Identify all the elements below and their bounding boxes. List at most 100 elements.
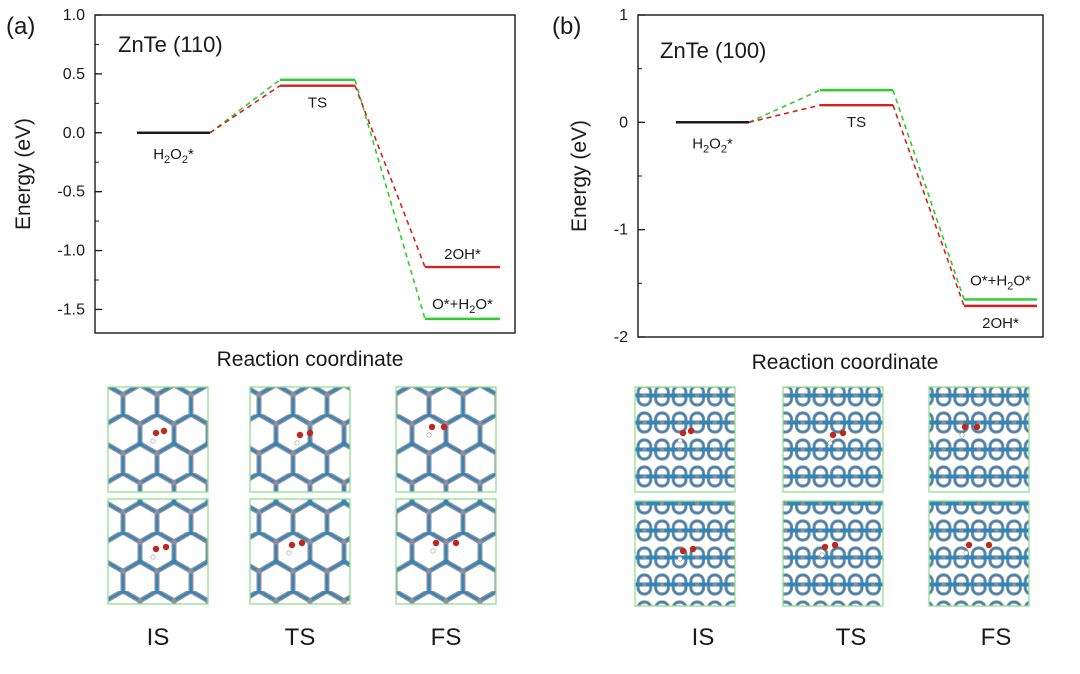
oxygen-atom [679,547,687,555]
hydrogen-atom [150,554,156,560]
hydrogen-atom [677,556,683,562]
y-tick-label: 0 [619,114,628,131]
connector-line [748,89,821,124]
oxygen-atom [831,541,839,549]
oxygen-atom [440,423,448,431]
panel-title: ZnTe (100) [660,38,766,63]
y-tick-label: 1 [619,7,628,24]
lattice-image [395,498,497,605]
snapshot-ts-row1 [782,386,884,493]
oxygen-atom [152,545,160,553]
hydrogen-atom [286,550,292,556]
lattice-image [782,386,884,493]
hydrogen-atom [677,438,683,444]
connector-line [748,104,821,124]
level-label-fs-red: 2OH* [982,315,1019,332]
oxygen-atom [821,543,829,551]
connector-line [354,85,426,268]
oxygen-atom [432,539,440,547]
snapshot-fs-row1 [928,386,1030,493]
x-axis-label: Reaction coordinate [752,351,939,374]
hydrogen-atom [426,432,432,438]
oxygen-atom [679,429,687,437]
y-axis-label: Energy (eV) [568,120,591,232]
oxygen-atom [288,541,296,549]
oxygen-atom [296,431,304,439]
panel-title: ZnTe (110) [118,32,223,57]
y-tick-label: -0.5 [57,184,85,201]
snapshot-fs-row2 [928,500,1030,607]
panel-b: (b) 1 0 -1 -2 Energy (eV) Reaction coordinate Z… [552,7,1044,651]
oxygen-atom [152,429,160,437]
oxygen-atom [839,429,847,437]
y-tick-label: -2 [614,329,628,346]
series-red [137,84,500,269]
series-green [137,78,500,321]
oxygen-atom [687,427,695,435]
y-tick-label: 0.0 [63,125,85,142]
hydrogen-atom [430,548,436,554]
oxygen-atom [961,423,969,431]
hydrogen-atom [959,432,965,438]
oxygen-atom [160,427,168,435]
oxygen-atom [689,545,697,553]
snapshot-ts-row2 [249,498,351,605]
oxygen-atom [428,423,436,431]
x-axis-label: Reaction coordinate [217,348,404,371]
hydrogen-atom [819,552,825,558]
state-label-is: IS [692,624,715,651]
snapshot-is-row1 [107,386,209,493]
lattice-image [634,386,736,493]
hydrogen-atom [827,440,833,446]
state-label-fs: FS [431,624,462,651]
lattice-image [782,500,884,607]
level-label-fs-green: O*+H2O* [970,272,1031,292]
level-label-fs-red: 2OH* [444,246,481,263]
snapshot-fs-row1 [395,386,497,493]
snapshot-ts-row2 [782,500,884,607]
lattice-image [249,386,351,493]
oxygen-atom [452,539,460,547]
y-tick-label: -1 [614,222,628,239]
snapshot-is-row2 [634,500,736,607]
lattice-image [249,498,351,605]
state-label-is: IS [147,624,170,651]
oxygen-atom [973,423,981,431]
connector-line [209,85,281,134]
connector-line [892,89,965,300]
panel-letter: (a) [6,13,35,40]
connector-line [354,79,426,320]
y-tick-label: 1.0 [63,7,85,24]
level-label-is: H2O2* [153,146,194,166]
snapshot-ts-row1 [249,386,351,493]
y-tick-label: -1.5 [57,301,85,318]
lattice-image [928,500,1030,607]
level-label-ts: TS [308,95,327,112]
lattice-image [107,386,209,493]
level-label-ts: TS [847,114,866,131]
y-axis-label: Energy (eV) [12,118,35,230]
panel-a: (a) 1.0 0.5 0.0 -0.5 -1.0 -1.5 Energy (eV) React… [6,7,516,651]
hydrogen-atom [150,438,156,444]
connector-line [209,79,281,134]
y-tick-label: 0.5 [63,66,85,83]
lattice-image [928,386,1030,493]
connector-line [892,104,965,307]
panel-letter: (b) [552,13,581,40]
plot-frame [94,14,516,334]
oxygen-atom [306,429,314,437]
lattice-image [634,500,736,607]
y-tick-label: -1.0 [57,243,85,260]
lattice-image [395,386,497,493]
state-label-fs: FS [981,624,1012,651]
state-label-ts: TS [285,624,316,651]
hydrogen-atom [963,550,969,556]
oxygen-atom [985,541,993,549]
snapshot-fs-row2 [395,498,497,605]
level-label-is: H2O2* [692,135,733,155]
snapshot-is-row1 [634,386,736,493]
level-label-fs-green: O*+H2O* [432,296,493,316]
snapshot-is-row2 [107,498,209,605]
panels-root: (a) 1.0 0.5 0.0 -0.5 -1.0 -1.5 Energy (eV) React… [6,7,1044,651]
